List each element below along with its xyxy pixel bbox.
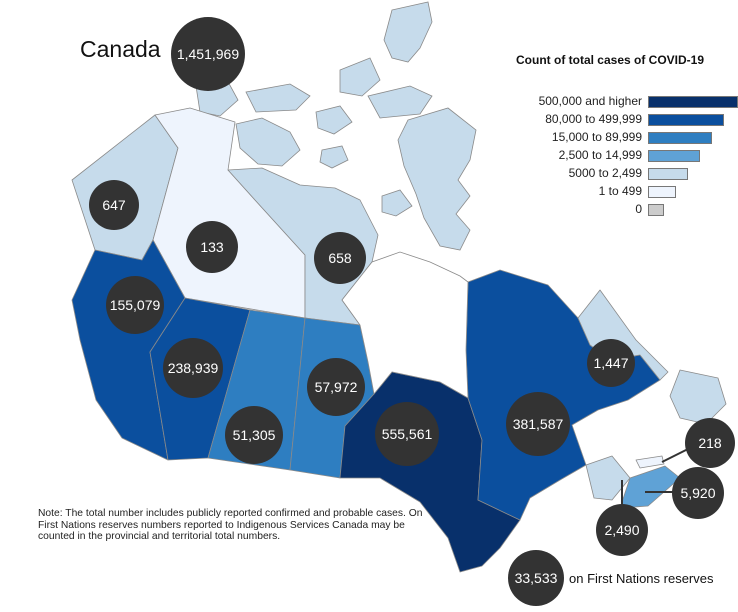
legend-item: 1 to 499 — [470, 184, 738, 200]
legend-label: 500,000 and higher — [538, 94, 642, 108]
bubble-national-total: 1,451,969 — [171, 17, 245, 91]
region-newfoundland-island — [669, 369, 727, 425]
legend-swatch — [648, 114, 724, 126]
hudson-bay — [341, 251, 469, 399]
legend-item: 80,000 to 499,999 — [470, 112, 738, 128]
bubble-northwest-territories: 133 — [186, 221, 238, 273]
bubble-manitoba: 57,972 — [307, 358, 365, 416]
bubble-value: 1,447 — [593, 355, 629, 371]
first-nations-label: on First Nations reserves — [569, 571, 714, 586]
legend-item: 0 — [470, 202, 738, 218]
legend-item: 15,000 to 89,999 — [470, 130, 738, 146]
island-victoria — [235, 117, 301, 167]
region-pei — [635, 455, 665, 469]
arctic-islands — [195, 1, 477, 251]
island-somerset — [315, 105, 353, 135]
legend-label: 2,500 to 14,999 — [558, 148, 642, 162]
bubble-value: 238,939 — [167, 360, 219, 376]
island-king-william — [319, 145, 349, 169]
legend-item: 500,000 and higher — [470, 94, 738, 110]
legend-title: Count of total cases of COVID-19 — [516, 53, 705, 67]
region-nova-scotia — [619, 465, 681, 509]
legend-swatch — [648, 132, 712, 144]
bubble-pei: 218 — [685, 418, 735, 468]
bubble-value: 133 — [200, 239, 224, 255]
bubble-value: 658 — [328, 250, 352, 266]
island-melville — [245, 83, 311, 113]
island-axel — [339, 57, 381, 97]
legend-label: 0 — [635, 202, 642, 216]
map-title: Canada — [80, 36, 161, 62]
legend-item: 2,500 to 14,999 — [470, 148, 738, 164]
footnote: Note: The total number includes publicly… — [38, 508, 423, 542]
bubble-british-columbia: 155,079 — [106, 276, 164, 334]
legend-swatch — [648, 186, 676, 198]
national-total-value: 1,451,969 — [176, 46, 240, 62]
bubble-ontario: 555,561 — [375, 402, 439, 466]
bubble-value: 647 — [102, 197, 126, 213]
legend-label: 15,000 to 89,999 — [551, 130, 642, 144]
legend-swatch — [648, 96, 738, 108]
bubble-value: 5,920 — [680, 485, 716, 501]
legend-swatch — [648, 150, 700, 162]
bubble-value: 33,533 — [514, 570, 558, 586]
island-baffin — [397, 107, 477, 251]
legend-label: 1 to 499 — [598, 184, 642, 198]
bubble-value: 155,079 — [109, 297, 161, 313]
bubble-newfoundland-labrador: 1,447 — [587, 339, 635, 387]
legend-swatch — [648, 168, 688, 180]
legend-label: 80,000 to 499,999 — [545, 112, 642, 126]
bubble-value: 2,490 — [604, 522, 640, 538]
legend-swatch — [648, 204, 664, 216]
bubble-value: 57,972 — [314, 379, 358, 395]
region-new-brunswick — [585, 455, 631, 501]
bubble-first-nations: 33,533 — [508, 550, 564, 606]
bubble-value: 555,561 — [381, 426, 433, 442]
bubble-new-brunswick: 2,490 — [596, 504, 648, 556]
legend-item: 5000 to 2,499 — [470, 166, 738, 182]
bubble-value: 218 — [698, 435, 722, 451]
bubble-value: 381,587 — [512, 416, 564, 432]
island-southampton — [381, 189, 413, 217]
island-ellesmere — [383, 1, 433, 63]
bubble-alberta: 238,939 — [163, 338, 223, 398]
island-devon — [367, 85, 433, 119]
bubble-quebec: 381,587 — [506, 392, 570, 456]
bubble-yukon: 647 — [89, 180, 139, 230]
bubble-nova-scotia: 5,920 — [672, 467, 724, 519]
bubble-nunavut: 658 — [314, 232, 366, 284]
legend-label: 5000 to 2,499 — [568, 166, 642, 180]
bubble-value: 51,305 — [232, 427, 276, 443]
bubble-saskatchewan: 51,305 — [225, 406, 283, 464]
